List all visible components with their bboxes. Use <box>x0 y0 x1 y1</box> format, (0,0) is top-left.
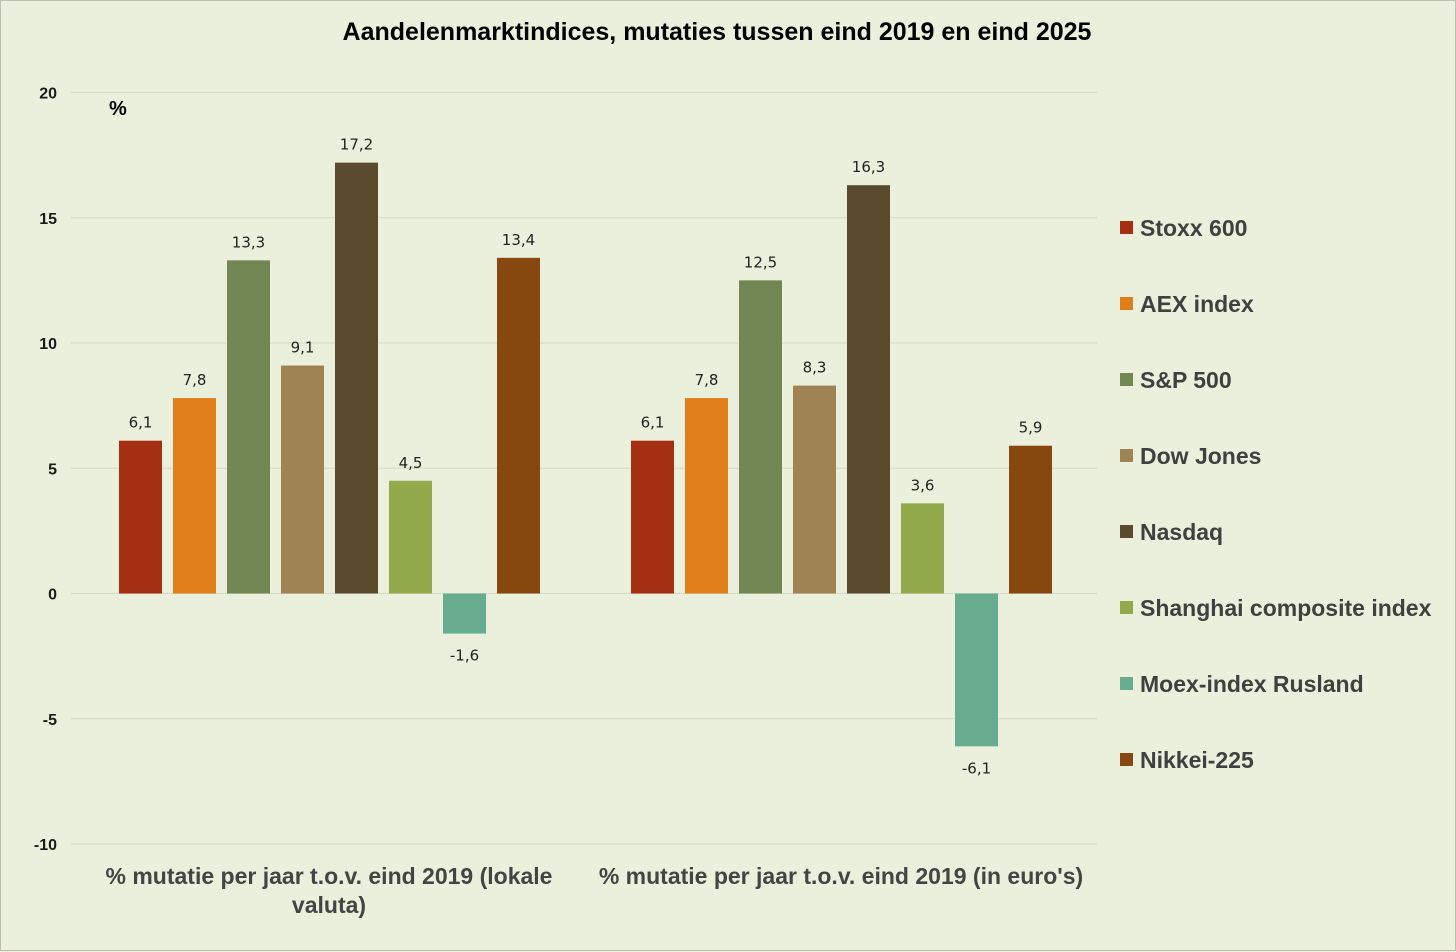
legend-swatch <box>1120 525 1133 538</box>
category-label: valuta) <box>292 892 366 918</box>
y-tick-label: 20 <box>39 86 57 103</box>
bar <box>739 280 782 594</box>
legend-label: Moex-index Rusland <box>1140 671 1364 697</box>
y-tick-label: 0 <box>48 587 57 604</box>
legend-label: Dow Jones <box>1140 443 1261 469</box>
data-label: 12,5 <box>744 253 777 271</box>
bar <box>119 440 162 594</box>
data-label: 3,6 <box>911 476 935 494</box>
data-label: 16,3 <box>852 158 885 176</box>
data-label: 13,3 <box>232 233 265 251</box>
bar <box>497 257 540 594</box>
data-label: 13,4 <box>502 231 535 249</box>
bar <box>227 260 270 594</box>
y-axis-unit-label: % <box>109 98 127 120</box>
data-label: -1,6 <box>450 647 479 665</box>
bar <box>1009 445 1052 594</box>
legend-label: Stoxx 600 <box>1140 215 1247 241</box>
legend-label: AEX index <box>1140 291 1254 317</box>
legend-label: Shanghai composite index <box>1140 595 1432 621</box>
bar <box>631 440 674 594</box>
y-tick-label: -5 <box>43 712 57 729</box>
data-label: 17,2 <box>340 136 373 154</box>
y-axis-ticks: 20 15 10 5 0 -5 -10 <box>34 86 57 855</box>
data-label: 9,1 <box>291 339 315 357</box>
data-label: 4,5 <box>399 454 423 472</box>
legend-label: S&P 500 <box>1140 367 1232 393</box>
bar <box>389 480 432 594</box>
bar <box>847 185 890 594</box>
bar <box>443 593 486 634</box>
y-tick-label: 10 <box>39 336 57 353</box>
legend-swatch <box>1120 753 1133 766</box>
legend-label: Nasdaq <box>1140 519 1223 545</box>
bars <box>119 162 1052 747</box>
y-tick-label: 5 <box>48 461 57 478</box>
legend: Stoxx 600 AEX index S&P 500 Dow Jones Nasdaq… <box>1120 215 1432 773</box>
bar <box>901 503 944 594</box>
data-label: 6,1 <box>129 414 153 432</box>
bar <box>335 162 378 594</box>
category-label: % mutatie per jaar t.o.v. eind 2019 (in … <box>599 863 1083 889</box>
y-tick-label: 15 <box>39 211 57 228</box>
legend-label: Nikkei-225 <box>1140 747 1254 773</box>
data-labels: 6,1 6,1 7,8 7,8 13,3 12,5 9,1 8,3 17,2 16,3 4,5 3,6… <box>129 136 1043 778</box>
bar <box>685 398 728 594</box>
legend-swatch <box>1120 221 1133 234</box>
bar <box>173 398 216 594</box>
legend-swatch <box>1120 677 1133 690</box>
y-tick-label: -10 <box>34 837 57 854</box>
data-label: 8,3 <box>803 359 827 377</box>
data-label: 6,1 <box>641 414 665 432</box>
category-label: % mutatie per jaar t.o.v. eind 2019 (lok… <box>106 863 553 889</box>
data-label: 7,8 <box>695 371 719 389</box>
bar <box>793 385 836 594</box>
data-label: 5,9 <box>1019 419 1043 437</box>
bar <box>955 593 998 747</box>
legend-swatch <box>1120 449 1133 462</box>
data-label: 7,8 <box>183 371 207 389</box>
x-axis-categories: % mutatie per jaar t.o.v. eind 2019 (lok… <box>106 863 1084 918</box>
chart-title: Aandelenmarktindices, mutaties tussen ei… <box>343 18 1092 46</box>
legend-swatch <box>1120 601 1133 614</box>
bar <box>281 365 324 594</box>
gridlines <box>71 92 1097 845</box>
data-label: -6,1 <box>962 759 991 777</box>
legend-swatch <box>1120 373 1133 386</box>
legend-swatch <box>1120 297 1133 310</box>
